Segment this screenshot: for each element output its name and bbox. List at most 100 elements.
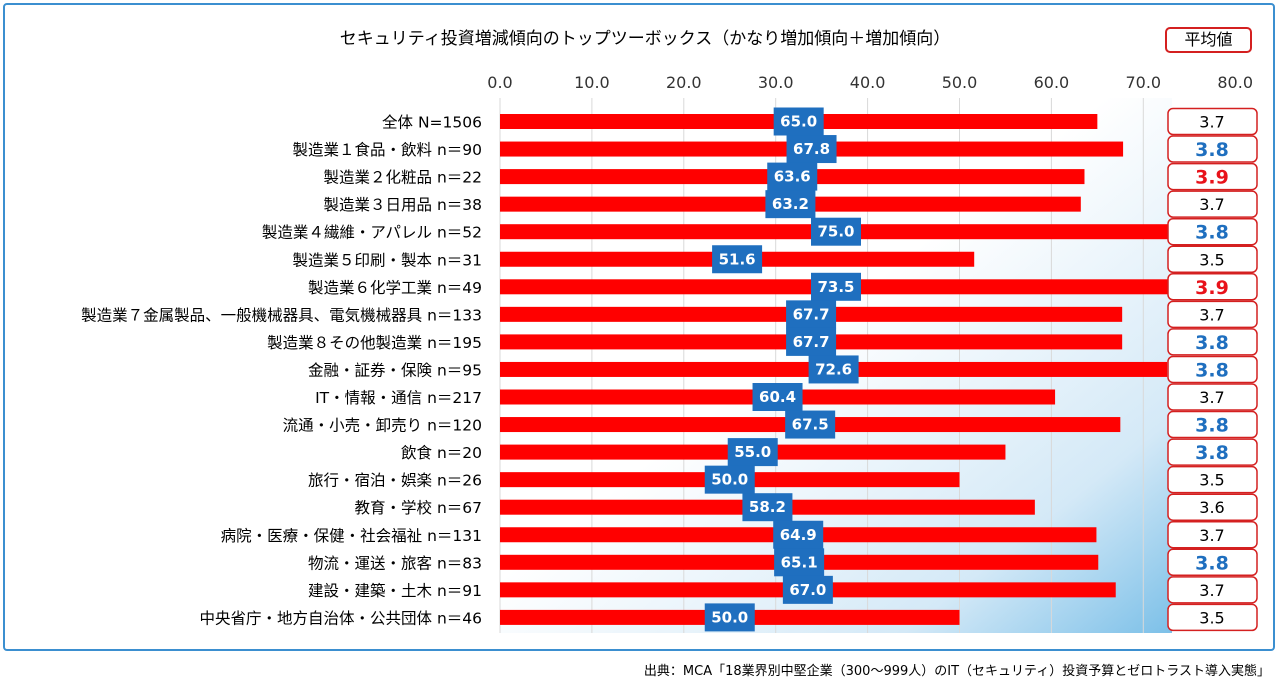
data-label-box	[773, 520, 824, 549]
category-label: 飲食 n＝20	[401, 444, 482, 462]
category-label: 旅行・宿泊・娯楽 n＝26	[308, 472, 482, 490]
data-label-box	[727, 438, 778, 467]
data-label: 67.7	[793, 305, 830, 323]
category-label: 製造業７金属製品、一般機械器具、電気機械器具 n＝133	[81, 306, 482, 324]
average-box	[1167, 190, 1258, 218]
average-box	[1167, 438, 1258, 466]
average-value: 3.8	[1195, 222, 1229, 244]
data-label: 65.0	[780, 113, 817, 131]
data-label: 63.2	[772, 195, 809, 213]
average-box	[1167, 135, 1258, 163]
data-label-box	[811, 217, 861, 246]
average-box	[1167, 300, 1258, 329]
average-value: 3.8	[1195, 442, 1229, 464]
category-label: 製造業５印刷・製本 n＝31	[293, 251, 482, 269]
data-label-box	[742, 493, 793, 522]
average-box	[1167, 107, 1258, 136]
data-label: 72.6	[815, 360, 852, 378]
data-label-box	[712, 245, 763, 274]
average-value: 3.7	[1199, 388, 1224, 407]
average-value: 3.8	[1195, 359, 1229, 381]
category-label: 全体 N=1506	[382, 114, 482, 132]
average-box	[1167, 548, 1258, 577]
data-label: 55.0	[734, 443, 771, 461]
average-value: 3.8	[1195, 415, 1229, 437]
average-box	[1167, 273, 1258, 301]
average-value: 3.8	[1195, 332, 1229, 354]
data-label: 73.5	[817, 278, 854, 296]
x-tick-label: 50.0	[942, 73, 978, 92]
data-label: 51.6	[719, 250, 756, 268]
average-value: 3.7	[1199, 113, 1224, 132]
data-label-box	[767, 162, 818, 191]
data-label-box	[808, 355, 859, 384]
data-label: 58.2	[749, 498, 786, 516]
average-value: 3.5	[1199, 471, 1224, 490]
data-label: 67.8	[793, 140, 830, 158]
average-box	[1167, 576, 1258, 604]
x-tick-label: 70.0	[1125, 73, 1161, 92]
average-value: 3.9	[1195, 277, 1229, 299]
average-value: 3.8	[1195, 552, 1229, 574]
x-tick-label: 0.0	[487, 73, 512, 92]
category-label: 病院・医療・保健・社会福祉 n＝131	[221, 526, 482, 545]
x-tick-label: 10.0	[574, 73, 610, 92]
data-label: 63.6	[774, 168, 811, 186]
data-label: 65.1	[781, 553, 818, 571]
data-label-box	[773, 107, 824, 136]
average-value: 3.6	[1199, 498, 1224, 517]
data-label: 50.0	[711, 608, 748, 626]
x-tick-label: 40.0	[850, 73, 886, 92]
data-label: 50.0	[711, 471, 748, 489]
x-tick-label: 20.0	[666, 73, 702, 92]
average-value: 3.7	[1199, 305, 1224, 324]
chart-title: セキュリティ投資増減傾向のトップツーボックス（かなり増加傾向＋増加傾向）	[339, 29, 951, 49]
average-box	[1167, 383, 1258, 411]
average-value: 3.7	[1199, 526, 1224, 545]
data-label: 75.0	[817, 223, 854, 241]
data-label-box	[786, 300, 837, 329]
data-label-box	[704, 603, 755, 632]
average-value: 3.7	[1199, 581, 1224, 600]
category-label: 金融・証券・保険 n＝95	[308, 361, 482, 379]
average-value: 3.7	[1199, 195, 1224, 214]
x-tick-label: 30.0	[758, 73, 794, 92]
category-label: 製造業１食品・飲料 n＝90	[293, 141, 482, 159]
category-label: 流通・小売・卸売り n＝120	[283, 417, 482, 435]
data-label-box	[785, 410, 836, 439]
x-tick-label: 80.0	[1217, 73, 1253, 92]
data-label-box	[774, 548, 825, 577]
x-tick-label: 60.0	[1034, 73, 1070, 92]
category-label: 製造業８その他製造業 n＝195	[267, 334, 482, 352]
category-label: IT・情報・通信 n＝217	[315, 389, 482, 407]
source-note: 出典：MCA「18業界別中堅企業（300～999人）のIT（セキュリティ）投資予…	[643, 664, 1270, 679]
category-label: 物流・運送・旅客 n＝83	[308, 554, 482, 572]
average-value: 3.8	[1195, 139, 1229, 161]
data-label: 67.5	[792, 416, 829, 434]
average-value: 3.5	[1199, 250, 1224, 269]
average-value: 3.9	[1195, 167, 1229, 189]
average-box	[1167, 162, 1258, 191]
data-label-box	[786, 135, 837, 164]
average-value: 3.5	[1199, 608, 1224, 627]
data-label: 60.4	[759, 388, 796, 406]
category-label: 建設・建築・土木 n＝91	[308, 582, 482, 600]
data-label: 67.0	[789, 581, 826, 599]
data-label-box	[782, 575, 833, 604]
average-box	[1167, 465, 1258, 494]
data-label-box	[765, 190, 816, 219]
data-label: 64.9	[780, 526, 817, 544]
category-label: 製造業４繊維・アパレル n＝52	[262, 224, 482, 242]
data-label: 67.7	[793, 333, 830, 351]
category-label: 製造業３日用品 n＝38	[324, 196, 482, 214]
data-label-box	[786, 327, 837, 356]
average-box	[1167, 493, 1258, 521]
average-box	[1167, 355, 1258, 384]
average-box	[1167, 328, 1258, 356]
data-label-box	[811, 272, 861, 301]
average-header: 平均値	[1165, 27, 1252, 53]
category-label: 教育・学校 n＝67	[355, 499, 482, 517]
average-box	[1167, 245, 1258, 273]
average-box	[1167, 603, 1258, 632]
